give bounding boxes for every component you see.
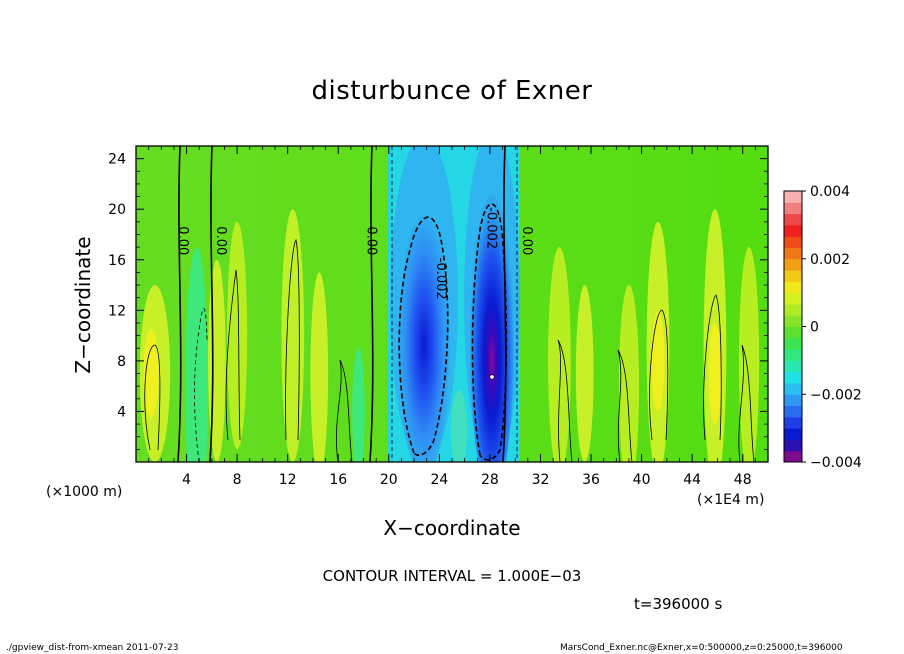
colorbar-tick-label: 0.004 — [810, 184, 850, 200]
y-tick-label: 20 — [108, 202, 126, 218]
colorbar-segment — [784, 405, 802, 418]
x-tick-label: 28 — [481, 472, 499, 488]
colorbar-tick-label: 0 — [810, 320, 819, 336]
colorbar-segment — [784, 281, 802, 294]
colorbar-segment — [784, 439, 802, 452]
colorbar-segment — [784, 315, 802, 327]
y-tick-label: 24 — [108, 152, 126, 168]
y-tick-label: 16 — [108, 253, 126, 269]
x-tick-label: 24 — [430, 472, 448, 488]
footer-right-text: MarsCond_Exner.nc@Exner,x=0:500000,z=0:2… — [560, 643, 843, 653]
x-tick-label: 12 — [279, 472, 297, 488]
colorbar-segment — [784, 191, 802, 203]
footer-left-text: ./gpview_dist-from-xmean 2011-07-23 — [6, 643, 179, 653]
colorbar-tick-label: −0.004 — [810, 455, 862, 471]
x-unit-note: (×1E4 m) — [697, 492, 765, 508]
x-tick-label: 4 — [182, 472, 191, 488]
chart-title: disturbunce of Exner — [311, 76, 593, 106]
x-tick-label: 8 — [233, 472, 242, 488]
colorbar-segment — [784, 270, 802, 282]
y-tick-label: 4 — [117, 404, 126, 420]
x-tick-label: 32 — [532, 472, 550, 488]
colorbar-segment — [784, 450, 802, 463]
x-scale-note: (×1000 m) — [46, 484, 123, 500]
colorbar-segment — [784, 326, 802, 339]
colorbar-segment — [784, 382, 802, 395]
colorbar-segment — [784, 202, 802, 215]
colorbar-segment — [784, 394, 802, 407]
y-tick-label: 12 — [108, 303, 126, 319]
colorbar-segment — [784, 292, 802, 305]
contour-label: 0.00 — [519, 226, 534, 255]
colorbar-tick-label: −0.002 — [810, 387, 862, 403]
contour-label: -0.002 — [483, 207, 498, 249]
x-tick-label: 44 — [683, 472, 701, 488]
heatmap-field — [136, 146, 768, 462]
colorbar-segment — [784, 213, 802, 226]
colorbar-segment — [784, 337, 802, 350]
x-tick-label: 48 — [734, 472, 752, 488]
x-tick-label: 16 — [329, 472, 347, 488]
contour-label: 0.00 — [175, 226, 190, 255]
x-tick-label: 40 — [633, 472, 651, 488]
colorbar-segment — [784, 224, 802, 237]
contour-label: 0.00 — [363, 226, 378, 255]
contour-interval-note: CONTOUR INTERVAL = 1.000E−03 — [322, 567, 582, 585]
contour-label: -0.002 — [433, 258, 448, 300]
colorbar-segment — [784, 416, 802, 429]
y-axis-label: Z−coordinate — [71, 236, 95, 374]
colorbar-segment — [784, 303, 802, 316]
colorbar-segment — [784, 247, 802, 260]
contour-label: 0.00 — [213, 226, 228, 255]
time-label: t=396000 s — [634, 595, 723, 613]
x-axis-label: X−coordinate — [383, 516, 521, 540]
y-tick-label: 8 — [117, 354, 126, 370]
x-tick-label: 36 — [582, 472, 600, 488]
colorbar-segment — [784, 258, 802, 271]
colorbar-segment — [784, 236, 802, 248]
colorbar-segment — [784, 349, 802, 361]
colorbar-tick-label: 0.002 — [810, 252, 850, 268]
colorbar-segment — [784, 360, 802, 373]
x-tick-label: 20 — [380, 472, 398, 488]
colorbar-segment — [784, 371, 802, 384]
colorbar-segment — [784, 428, 802, 440]
